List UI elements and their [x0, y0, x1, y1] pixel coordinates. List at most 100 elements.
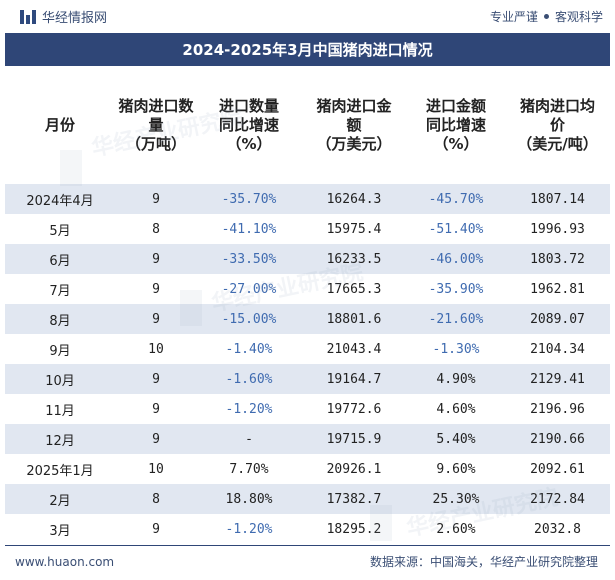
- cell-volume-yoy: 18.80%: [225, 491, 273, 507]
- table-row: 6月 9 -33.50% 16233.5 -46.00% 1803.72: [5, 244, 610, 274]
- cell-month: 12月: [45, 433, 75, 449]
- logo-icon: [20, 9, 36, 24]
- cell-avg-price: 2092.61: [530, 461, 585, 477]
- watermark-mark: [370, 505, 392, 541]
- cell-import-volume: 9: [152, 401, 160, 417]
- table-row: 11月 9 -1.20% 19772.6 4.60% 2196.96: [5, 394, 610, 424]
- cell-value-yoy: 4.60%: [436, 401, 476, 417]
- cell-import-value: 17665.3: [326, 281, 382, 297]
- watermark-mark: [180, 290, 202, 326]
- cell-volume-yoy: 7.70%: [229, 461, 269, 477]
- cell-month: 10月: [45, 373, 75, 389]
- cell-import-value: 16264.3: [326, 191, 382, 207]
- cell-volume-yoy: -15.00%: [221, 311, 277, 327]
- top-bar: 华经情报网 专业严谨 客观科学: [0, 0, 615, 33]
- bullet-icon: [543, 14, 549, 19]
- watermark-mark: [60, 150, 82, 186]
- cell-month: 11月: [45, 403, 75, 419]
- cell-value-yoy: 2.60%: [436, 521, 476, 537]
- cell-import-volume: 9: [152, 281, 160, 297]
- cell-value-yoy: -45.70%: [428, 191, 484, 207]
- header-avg-price: 猪肉进口均 价 （美元/吨）: [517, 96, 598, 153]
- cell-import-volume: 10: [148, 461, 164, 477]
- table-row: 2025年1月 10 7.70% 20926.1 9.60% 2092.61: [5, 454, 610, 484]
- header-volume-yoy: 进口数量 同比增速 （%）: [218, 96, 279, 153]
- cell-month: 2024年4月: [26, 193, 94, 209]
- footer-website[interactable]: www.huaon.com: [15, 554, 115, 569]
- cell-avg-price: 1996.93: [530, 221, 585, 237]
- cell-month: 8月: [49, 313, 71, 329]
- cell-import-value: 15975.4: [326, 221, 382, 237]
- cell-volume-yoy: -41.10%: [221, 221, 277, 237]
- cell-import-value: 21043.4: [326, 341, 382, 357]
- cell-avg-price: 2129.41: [530, 371, 585, 387]
- cell-volume-yoy: -1.60%: [225, 371, 273, 387]
- cell-volume-yoy: -35.70%: [221, 191, 277, 207]
- cell-avg-price: 2104.34: [530, 341, 585, 357]
- cell-month: 3月: [49, 523, 71, 539]
- table-row: 3月 9 -1.20% 18295.2 2.60% 2032.8: [5, 514, 610, 544]
- cell-import-value: 20926.1: [326, 461, 382, 477]
- cell-import-value: 18295.2: [326, 521, 382, 537]
- cell-avg-price: 1807.14: [530, 191, 585, 207]
- tagline-1: 专业严谨: [489, 10, 538, 24]
- table-header: 月份 猪肉进口数 量 （万吨） 进口数量 同比增速 （%） 猪肉进口金 额 （万…: [5, 66, 610, 184]
- cell-import-value: 17382.7: [326, 491, 382, 507]
- table-row: 10月 9 -1.60% 19164.7 4.90% 2129.41: [5, 364, 610, 394]
- cell-month: 5月: [49, 223, 71, 239]
- cell-import-volume: 10: [148, 341, 164, 357]
- cell-import-value: 18801.6: [326, 311, 382, 327]
- header-month: 月份: [44, 115, 75, 134]
- cell-avg-price: 2032.8: [534, 521, 581, 537]
- cell-avg-price: 2190.66: [530, 431, 585, 447]
- cell-month: 6月: [49, 253, 71, 269]
- table-row: 5月 8 -41.10% 15975.4 -51.40% 1996.93: [5, 214, 610, 244]
- cell-value-yoy: -46.00%: [428, 251, 484, 267]
- cell-value-yoy: 25.30%: [432, 491, 480, 507]
- cell-month: 7月: [49, 283, 71, 299]
- cell-volume-yoy: -1.20%: [225, 401, 273, 417]
- cell-volume-yoy: -33.50%: [221, 251, 277, 267]
- table-row: 2月 8 18.80% 17382.7 25.30% 2172.84: [5, 484, 610, 514]
- cell-import-volume: 9: [152, 521, 160, 537]
- header-import-value: 猪肉进口金 额 （万美元）: [316, 96, 392, 153]
- cell-avg-price: 1962.81: [530, 281, 585, 297]
- tagline-2: 客观科学: [554, 10, 603, 24]
- cell-import-volume: 9: [152, 311, 160, 327]
- cell-value-yoy: -1.30%: [432, 341, 480, 357]
- table-body: 2024年4月 9 -35.70% 16264.3 -45.70% 1807.14 5月 8 -…: [5, 184, 610, 544]
- footer-source: 数据来源：中国海关，华经产业研究院整理: [369, 555, 598, 569]
- cell-import-volume: 9: [152, 371, 160, 387]
- cell-month: 2025年1月: [26, 463, 94, 479]
- cell-volume-yoy: -1.40%: [225, 341, 273, 357]
- cell-avg-price: 2196.96: [530, 401, 585, 417]
- cell-volume-yoy: -27.00%: [221, 281, 277, 297]
- footer: www.huaon.com 数据来源：中国海关，华经产业研究院整理: [5, 545, 610, 577]
- cell-value-yoy: -51.40%: [428, 221, 484, 237]
- cell-value-yoy: -21.60%: [428, 311, 484, 327]
- cell-volume-yoy: -1.20%: [225, 521, 273, 537]
- cell-import-value: 19715.9: [326, 431, 382, 447]
- header-import-volume: 猪肉进口数 量 （万吨）: [118, 96, 194, 153]
- cell-avg-price: 2089.07: [530, 311, 585, 327]
- cell-avg-price: 2172.84: [530, 491, 585, 507]
- table-row: 9月 10 -1.40% 21043.4 -1.30% 2104.34: [5, 334, 610, 364]
- table-title: 2024-2025年3月中国猪肉进口情况: [5, 33, 610, 66]
- brand: 华经情报网: [20, 7, 107, 26]
- table-row: 7月 9 -27.00% 17665.3 -35.90% 1962.81: [5, 274, 610, 304]
- cell-value-yoy: 4.90%: [436, 371, 476, 387]
- tagline: 专业严谨 客观科学: [490, 8, 603, 25]
- table-row: 2024年4月 9 -35.70% 16264.3 -45.70% 1807.14: [5, 184, 610, 214]
- header-value-yoy: 进口金额 同比增速 （%）: [425, 96, 486, 153]
- table-row: 8月 9 -15.00% 18801.6 -21.60% 2089.07: [5, 304, 610, 334]
- cell-import-value: 19164.7: [326, 371, 382, 387]
- cell-import-volume: 9: [152, 191, 160, 207]
- cell-import-volume: 8: [152, 221, 160, 237]
- cell-import-volume: 8: [152, 491, 160, 507]
- cell-import-volume: 9: [152, 251, 160, 267]
- cell-month: 9月: [49, 343, 71, 359]
- cell-volume-yoy: -: [245, 431, 253, 447]
- brand-name: 华经情报网: [42, 11, 108, 26]
- cell-value-yoy: 9.60%: [436, 461, 476, 477]
- cell-import-value: 19772.6: [326, 401, 382, 417]
